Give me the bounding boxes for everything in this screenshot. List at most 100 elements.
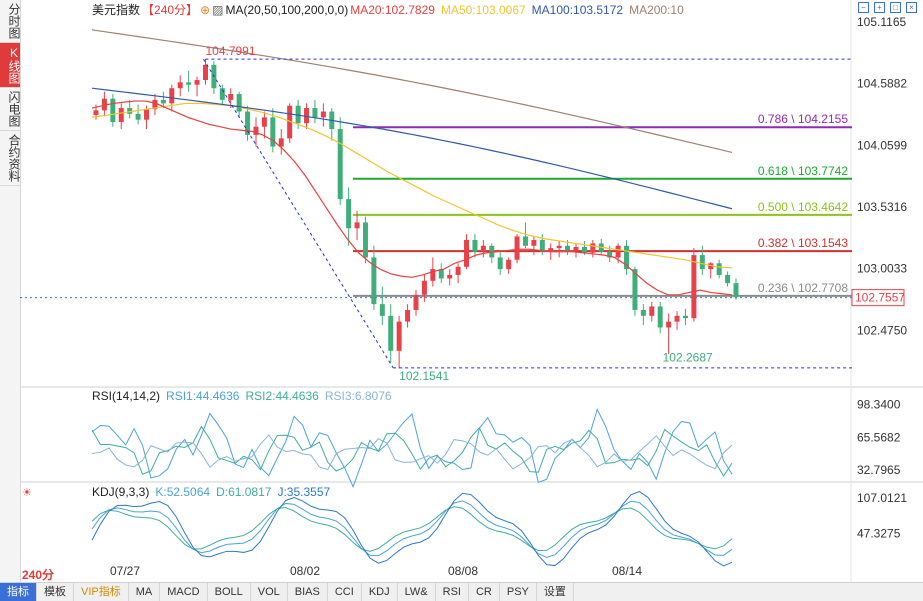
rsi-y-tick: 65.5682 xyxy=(857,430,901,444)
high-label: 104.7991 xyxy=(205,44,255,58)
low2-label: 102.2687 xyxy=(663,350,713,364)
fib-label: 0.500 \ 103.4642 xyxy=(758,200,848,214)
kdj-settings-icon: ☀ xyxy=(22,487,32,499)
candle-body xyxy=(362,222,368,258)
y-tick-label: 103.0033 xyxy=(857,262,907,276)
candle-body xyxy=(430,269,436,281)
candle-body xyxy=(640,309,646,316)
candle-body xyxy=(354,222,360,229)
candle-body xyxy=(219,88,225,100)
candle-body xyxy=(733,283,739,298)
indicator-tab-8[interactable]: CCI xyxy=(328,583,362,601)
chart-tools: − + □ × xyxy=(858,2,917,13)
k-label: K:52.5064 xyxy=(155,485,210,499)
tab-flash[interactable]: 闪电图 xyxy=(0,88,21,131)
chart-area[interactable]: 美元指数 【240分】 ⊕ ▨ MA(20,50,100,200,0,0) MA20:10… xyxy=(20,0,923,582)
y-tick-label: 104.5882 xyxy=(857,77,907,91)
candle-body xyxy=(287,105,293,139)
indicator-tab-11[interactable]: RSI xyxy=(436,583,469,601)
indicator-tab-14[interactable]: 设置 xyxy=(537,583,574,601)
period-button[interactable]: 240分 xyxy=(22,568,55,582)
candle-body xyxy=(194,80,200,85)
y-tick-label: 104.0599 xyxy=(857,138,907,152)
indicator-tab-13[interactable]: PSY xyxy=(500,583,537,601)
ma-params: MA(20,50,100,200,0,0) xyxy=(225,3,348,17)
candle-body xyxy=(312,108,318,118)
x-tick-label: 08/14 xyxy=(612,564,642,578)
candle-body xyxy=(708,263,714,270)
indicator-tab-7[interactable]: BIAS xyxy=(288,583,328,601)
candle-body xyxy=(152,99,158,110)
tab-contract-info[interactable]: 合约资料 xyxy=(0,131,21,186)
y-tick-label: 105.1165 xyxy=(857,15,906,29)
candle-body xyxy=(506,259,512,270)
k-line xyxy=(91,500,733,559)
candle-body xyxy=(245,111,251,135)
candle-body xyxy=(581,246,587,253)
d-label: D:61.0817 xyxy=(216,485,272,499)
candle-body xyxy=(93,110,99,116)
zoom-out-icon[interactable]: − xyxy=(858,2,869,13)
ma20-label: MA20:102.7829 xyxy=(350,3,435,17)
indicator-tab-9[interactable]: KDJ xyxy=(362,583,398,601)
sidebar: 分时图 K线图 闪电图 合约资料 xyxy=(0,0,21,600)
candle-body xyxy=(615,245,621,258)
indicator-tab-1[interactable]: 模板 xyxy=(37,583,74,601)
rsi2-line xyxy=(91,425,733,477)
indicator-tab-4[interactable]: MACD xyxy=(160,583,208,601)
candle-body xyxy=(202,64,208,81)
candle-body xyxy=(295,105,301,124)
candle-body xyxy=(278,138,284,147)
tab-kline[interactable]: K线图 xyxy=(0,43,21,88)
candle-body xyxy=(682,315,688,319)
candle-body xyxy=(186,82,192,85)
indicator-tab-5[interactable]: BOLL xyxy=(208,583,251,601)
kdj-y-tick: 107.0121 xyxy=(857,491,907,505)
restore-icon[interactable]: □ xyxy=(890,2,901,13)
ma100-label: MA100:103.5172 xyxy=(532,3,624,17)
candle-body xyxy=(379,304,385,316)
rsi-y-tick: 32.7965 xyxy=(857,463,901,477)
candle-body xyxy=(522,236,528,246)
x-tick-label: 08/08 xyxy=(448,564,478,578)
x-tick-label: 07/27 xyxy=(110,564,140,578)
candle-body xyxy=(699,255,705,270)
add-icon: ⊕ xyxy=(200,3,210,17)
candle-body xyxy=(320,111,326,118)
indicator-bar: 指标 模板 VIP指标 MA MACD BOLL VOL BIAS CCI KDJ LW& RSI CR… xyxy=(0,582,923,601)
indicator-tab-6[interactable]: VOL xyxy=(251,583,288,601)
candle-body xyxy=(480,245,486,252)
candle-body xyxy=(497,257,503,270)
ma50-label: MA50:103.0067 xyxy=(441,3,526,17)
candle-body xyxy=(346,199,352,229)
tab-intraday[interactable]: 分时图 xyxy=(0,0,21,43)
candle-body xyxy=(447,274,453,279)
candle-body xyxy=(539,239,545,252)
zoom-in-icon[interactable]: + xyxy=(874,2,885,13)
candle-body xyxy=(236,94,242,112)
candle-body xyxy=(649,306,655,316)
last-price-label: 102.7557 xyxy=(855,291,905,305)
indicator-tab-10[interactable]: LW& xyxy=(398,583,436,601)
chart-svg[interactable]: 美元指数 【240分】 ⊕ ▨ MA(20,50,100,200,0,0) MA20:10… xyxy=(20,0,923,582)
candle-body xyxy=(657,306,663,328)
candle-body xyxy=(261,117,267,127)
rsi-title: RSI(14,14,2) xyxy=(92,389,160,403)
candle-body xyxy=(464,239,470,267)
indicator-tab-12[interactable]: CR xyxy=(469,583,500,601)
candle-body xyxy=(127,108,133,114)
indicator-tab-3[interactable]: MA xyxy=(129,583,161,601)
candle-body xyxy=(607,251,613,258)
rsi2-label: RSI2:44.4636 xyxy=(245,389,319,403)
close-icon[interactable]: × xyxy=(906,2,917,13)
rsi3-line xyxy=(91,434,733,471)
candle-body xyxy=(413,294,419,310)
indicator-tab-2[interactable]: VIP指标 xyxy=(74,583,129,601)
ma20-line xyxy=(91,100,733,296)
candle-body xyxy=(573,246,579,251)
y-tick-label: 102.4750 xyxy=(857,323,907,337)
candle-body xyxy=(177,82,183,89)
j-line xyxy=(91,491,733,567)
kdj-y-tick: 47.3275 xyxy=(857,527,901,541)
indicator-tab-0[interactable]: 指标 xyxy=(0,583,37,601)
